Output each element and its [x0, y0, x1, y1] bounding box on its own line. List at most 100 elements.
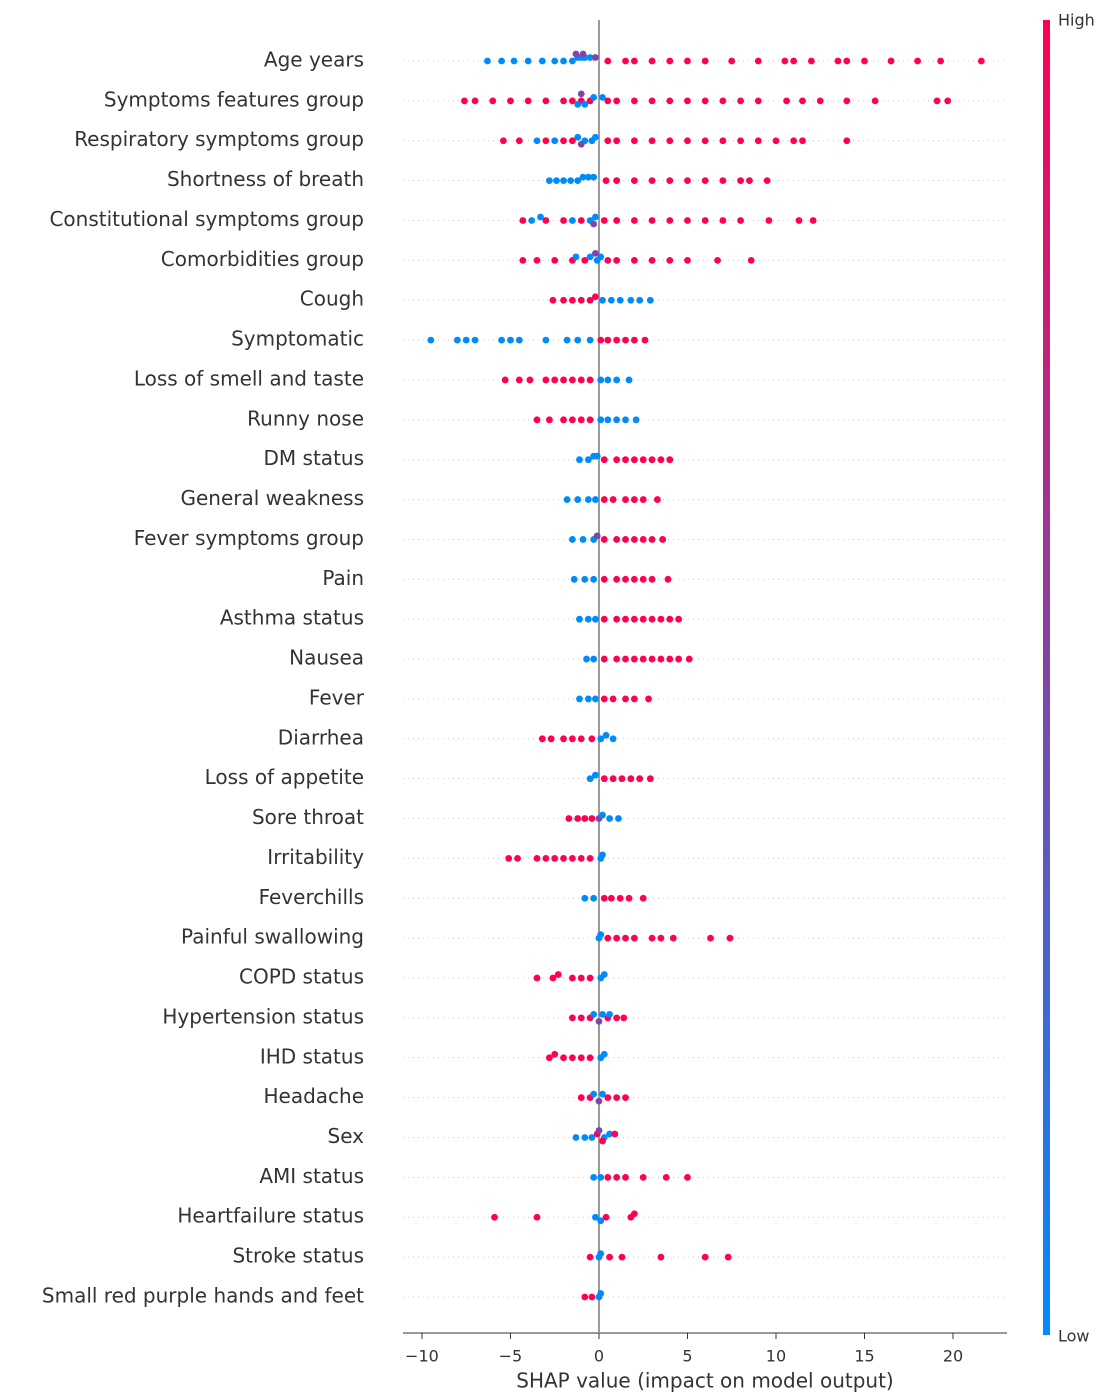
- shap-point: [737, 177, 744, 185]
- shap-point: [489, 97, 497, 105]
- shap-point: [701, 57, 709, 65]
- shap-point: [622, 655, 629, 663]
- shap-point: [524, 57, 532, 65]
- shap-point: [572, 253, 580, 261]
- shap-point: [625, 376, 633, 384]
- shap-point: [666, 137, 674, 145]
- shap-point: [816, 97, 824, 105]
- colorbar-high-label: High: [1058, 11, 1095, 30]
- shap-point: [586, 1054, 594, 1062]
- shap-point: [515, 336, 523, 344]
- shap-point: [584, 695, 592, 703]
- shap-point: [648, 575, 656, 583]
- shap-point: [648, 536, 656, 543]
- shap-point: [746, 177, 753, 185]
- shap-point: [588, 735, 596, 743]
- shap-point: [606, 815, 613, 822]
- shap-point: [843, 137, 851, 145]
- shap-point: [554, 971, 562, 978]
- shap-point: [533, 137, 541, 145]
- shap-point: [560, 217, 567, 224]
- shap-point: [648, 57, 656, 65]
- shap-point: [613, 97, 621, 105]
- shap-point: [630, 456, 638, 464]
- shap-point: [597, 336, 605, 344]
- shap-point: [684, 256, 691, 264]
- shap-point: [545, 177, 553, 185]
- shap-point: [809, 217, 817, 224]
- shap-point: [593, 452, 601, 460]
- shap-point: [737, 137, 744, 145]
- shap-point: [666, 256, 674, 264]
- shap-point: [560, 296, 567, 304]
- shap-point: [719, 217, 727, 224]
- shap-point: [577, 1014, 585, 1022]
- shap-point: [597, 416, 605, 424]
- shap-point: [576, 615, 583, 623]
- shap-point: [577, 217, 585, 224]
- shap-point: [609, 775, 617, 783]
- shap-point: [569, 855, 576, 862]
- shap-point: [590, 575, 598, 583]
- shap-point: [569, 416, 576, 424]
- feature-label: Cough: [300, 287, 364, 311]
- shap-point: [586, 336, 594, 344]
- shap-point: [576, 456, 583, 464]
- shap-point: [666, 615, 674, 623]
- shap-point: [622, 934, 629, 942]
- shap-point: [569, 137, 576, 145]
- shap-point: [586, 416, 594, 424]
- shap-point: [701, 1253, 709, 1261]
- shap-point: [577, 416, 585, 424]
- shap-point: [914, 57, 922, 65]
- shap-point: [887, 57, 895, 65]
- shap-point: [569, 296, 576, 304]
- shap-point: [600, 775, 608, 783]
- feature-label: Irritability: [267, 845, 364, 869]
- shap-point: [590, 1173, 598, 1181]
- shap-point: [604, 57, 612, 65]
- shap-point: [807, 57, 815, 65]
- shap-point: [622, 336, 629, 344]
- shap-point: [639, 536, 647, 543]
- shap-point: [592, 615, 599, 623]
- feature-label: Sex: [328, 1124, 365, 1148]
- shap-point: [659, 536, 667, 543]
- shap-point: [484, 57, 491, 65]
- shap-point: [701, 137, 709, 145]
- feature-label: Pain: [322, 566, 364, 590]
- shap-point: [622, 1094, 629, 1102]
- shap-point: [579, 50, 587, 58]
- shap-point: [627, 775, 635, 783]
- shap-point: [569, 57, 576, 65]
- shap-point: [576, 695, 583, 703]
- shap-point: [630, 1210, 638, 1218]
- shap-point: [609, 735, 617, 743]
- shap-point: [597, 1250, 605, 1257]
- shap-point: [560, 735, 567, 743]
- shap-point: [701, 217, 709, 224]
- shap-point: [600, 695, 608, 703]
- shap-point: [545, 416, 553, 424]
- shap-point: [533, 974, 541, 982]
- feature-label: Sore throat: [252, 805, 364, 829]
- shap-point: [549, 974, 557, 982]
- shap-point: [462, 336, 470, 344]
- shap-point: [569, 1054, 576, 1062]
- shap-point: [590, 93, 598, 101]
- shap-point: [747, 256, 755, 264]
- shap-point: [613, 217, 621, 224]
- shap-point: [514, 855, 521, 862]
- x-tick-label: −10: [405, 1347, 439, 1366]
- shap-point: [577, 974, 585, 982]
- shap-point: [765, 217, 773, 224]
- shap-point: [648, 655, 656, 663]
- shap-point: [609, 695, 617, 703]
- shap-point: [754, 57, 762, 65]
- shap-point: [600, 536, 608, 543]
- shap-point: [636, 775, 644, 783]
- shap-point: [604, 416, 612, 424]
- shap-point: [630, 137, 638, 145]
- shap-point: [613, 536, 621, 543]
- shap-point: [599, 811, 606, 819]
